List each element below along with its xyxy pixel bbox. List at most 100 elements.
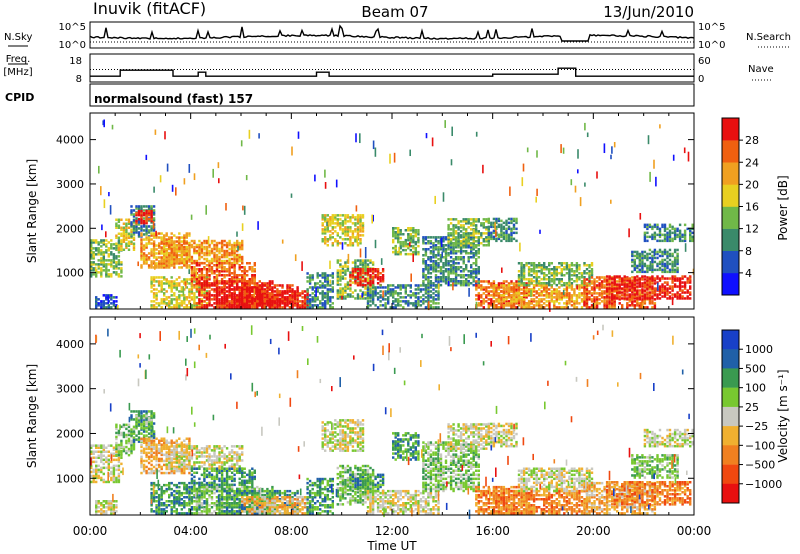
echo-cell: [326, 278, 329, 281]
echo-cell: [364, 280, 367, 283]
echo-cell: [593, 288, 596, 291]
echo-cell: [170, 280, 173, 283]
echo-cell: [447, 270, 450, 273]
echo-cell: [648, 252, 652, 256]
echo-cell: [165, 250, 168, 253]
echo-cell: [550, 290, 553, 293]
echo-cell: [578, 302, 581, 305]
echo-cell: [331, 214, 334, 217]
echo-cell: [613, 300, 616, 303]
echo-cell: [225, 259, 229, 263]
echo-cell: [522, 264, 526, 267]
echo-cell: [205, 272, 209, 275]
echo-cell: [545, 296, 548, 299]
echo-cell: [517, 286, 521, 289]
echo-cell: [580, 306, 584, 309]
echo-cell: [527, 300, 531, 303]
echo-cell: [170, 252, 173, 255]
echo-cell: [663, 233, 667, 237]
echo-cell: [102, 294, 105, 297]
echo-cell: [127, 222, 131, 225]
echo-cell: [205, 264, 209, 267]
echo-cell: [311, 276, 314, 279]
echo-cell: [233, 257, 236, 261]
echo-cell: [115, 265, 118, 268]
echo-cell: [477, 294, 480, 297]
echo-cell: [336, 275, 339, 278]
echo-cell: [326, 218, 329, 221]
echo-cell: [570, 300, 574, 303]
echo-cell: [241, 278, 244, 281]
echo-cell: [666, 235, 669, 239]
echo-cell: [477, 298, 480, 301]
echo-cell: [183, 236, 186, 239]
echo-cell: [628, 298, 631, 301]
echo-cell: [668, 295, 672, 298]
echo-cell: [168, 302, 171, 305]
echo-cell: [301, 296, 304, 299]
echo-cell: [213, 251, 216, 255]
echo-cell: [228, 257, 231, 261]
echo-cell: [402, 233, 405, 236]
echo-cell: [366, 296, 370, 299]
echo-cell: [140, 250, 143, 253]
echo-cell: [253, 278, 256, 281]
echo-cell: [215, 284, 219, 287]
echo-cell: [613, 295, 616, 298]
echo-cell: [117, 259, 121, 262]
echo-cell: [470, 252, 473, 255]
echo-cell: [185, 264, 188, 267]
echo-cell: [183, 296, 186, 299]
echo-cell: [233, 278, 236, 281]
echo-cell: [661, 258, 664, 262]
echo-cell: [540, 292, 543, 295]
echo-cell: [447, 264, 450, 267]
echo-cell: [165, 278, 168, 281]
echo-cell: [661, 268, 664, 272]
echo-cell: [361, 265, 365, 268]
echo-cell: [500, 294, 503, 297]
echo-cell: [548, 270, 551, 273]
echo-cell: [429, 258, 433, 261]
echo-cell: [198, 268, 201, 271]
echo-cell: [611, 285, 614, 288]
echo-cell: [200, 268, 204, 271]
echo-cell: [497, 298, 501, 301]
echo-cell: [661, 283, 664, 286]
echo-cell: [331, 218, 334, 221]
echo-cell: [500, 304, 503, 307]
echo-cell: [281, 290, 284, 293]
echo-cell: [485, 244, 488, 247]
echo-cell: [495, 300, 498, 303]
echo-cell: [183, 257, 186, 261]
echo-cell: [110, 265, 113, 268]
echo-cell: [568, 296, 571, 299]
echo-cell: [447, 274, 450, 277]
echo-cell: [422, 260, 425, 263]
echo-cell: [251, 290, 254, 293]
echo-cell: [676, 254, 679, 258]
echo-cell: [472, 240, 475, 243]
echo-cell: [170, 236, 173, 239]
echo-cell: [359, 274, 362, 277]
echo-cell: [434, 248, 438, 251]
echo-cell: [183, 241, 186, 245]
echo-cell: [185, 256, 188, 259]
echo-cell: [462, 218, 465, 221]
echo-cell: [160, 260, 163, 263]
echo-cell: [653, 260, 657, 264]
echo-cell: [351, 261, 355, 264]
echo-cell: [173, 286, 176, 289]
echo-cell: [339, 214, 342, 217]
echo-cell: [608, 304, 611, 307]
echo-cell: [417, 284, 420, 287]
echo-cell: [482, 280, 485, 283]
echo-cell: [590, 304, 594, 307]
echo-cell: [198, 276, 201, 279]
echo-cell: [397, 298, 400, 301]
echo-cell: [351, 244, 355, 247]
echo-cell: [570, 270, 574, 273]
echo-cell: [381, 304, 385, 307]
echo-cell: [248, 262, 251, 265]
echo-cell: [95, 306, 98, 309]
